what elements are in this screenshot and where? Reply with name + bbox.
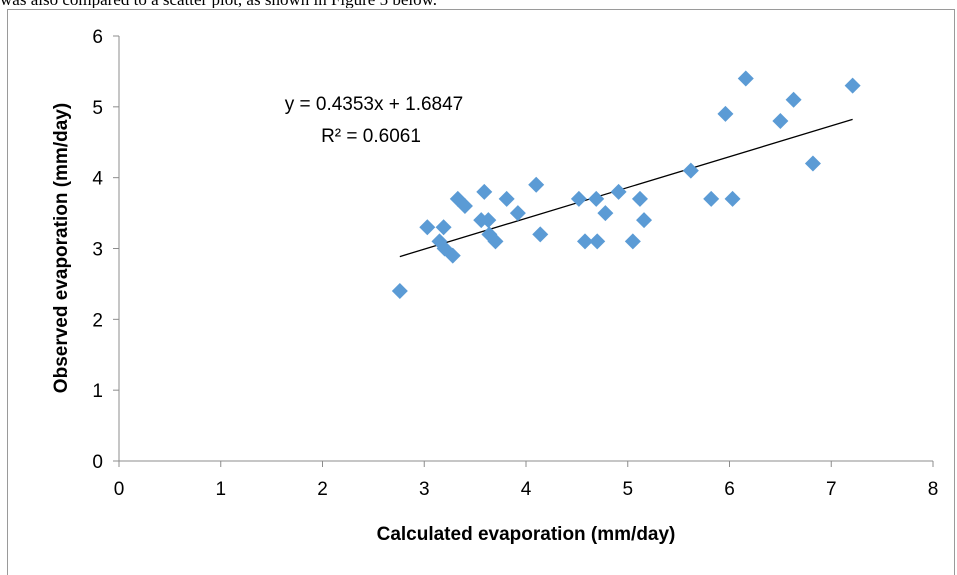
data-point — [480, 212, 497, 229]
data-point — [717, 105, 734, 122]
data-point — [435, 219, 452, 236]
data-point — [703, 190, 720, 207]
data-point — [624, 233, 641, 250]
data-point — [804, 155, 821, 172]
y-tick-label: 3 — [92, 240, 103, 261]
data-point — [597, 205, 614, 222]
trendline — [399, 118, 853, 258]
data-point — [844, 77, 861, 94]
data-point — [570, 190, 587, 207]
data-point — [589, 233, 606, 250]
page-caption: was also compared to a scatter plot, as … — [0, 0, 957, 8]
data-point — [737, 70, 754, 87]
y-tick-label: 1 — [92, 381, 103, 402]
trendline-equation: y = 0.4353x + 1.6847 — [285, 94, 464, 115]
data-point — [498, 190, 515, 207]
data-point — [456, 198, 473, 214]
x-tick-label: 5 — [622, 479, 633, 500]
y-tick-label: 5 — [92, 98, 103, 119]
r-squared-label: R² = 0.6061 — [321, 126, 421, 147]
y-axis-title: Observed evaporation (mm/day) — [51, 103, 72, 393]
x-axis-title: Calculated evaporation (mm/day) — [377, 524, 676, 545]
x-tick-label: 3 — [419, 479, 430, 500]
data-point — [528, 176, 545, 193]
data-point — [509, 205, 526, 222]
trendline-group — [399, 118, 853, 258]
data-point — [610, 183, 627, 200]
x-tick-label: 7 — [826, 479, 837, 500]
data-point — [419, 219, 436, 236]
x-tick-label: 4 — [521, 479, 532, 500]
x-tick-label: 0 — [114, 479, 125, 500]
data-point — [444, 247, 461, 264]
y-tick-label: 2 — [92, 310, 103, 331]
x-axis-ticks: 0 1 2 3 4 5 6 7 8 — [114, 461, 939, 500]
y-axis-ticks: 0 1 2 3 4 5 6 — [92, 27, 119, 473]
axes — [118, 36, 933, 462]
data-point — [476, 183, 493, 200]
data-point — [588, 190, 605, 207]
data-point — [772, 113, 789, 129]
data-point — [577, 233, 594, 250]
y-tick-label: 0 — [92, 452, 103, 473]
data-point — [724, 190, 741, 207]
data-point — [631, 190, 648, 207]
y-tick-label: 4 — [92, 169, 103, 190]
y-tick-label: 6 — [92, 27, 103, 48]
data-point — [636, 212, 653, 229]
data-point — [391, 283, 408, 299]
data-point — [682, 162, 699, 179]
data-point — [487, 233, 504, 250]
x-tick-label: 6 — [724, 479, 735, 500]
data-point — [785, 91, 802, 108]
x-tick-label: 8 — [928, 479, 939, 500]
data-points — [391, 70, 861, 299]
chart-frame — [7, 9, 955, 575]
x-tick-label: 2 — [317, 479, 328, 500]
data-point — [532, 226, 549, 243]
x-tick-label: 1 — [215, 479, 226, 500]
